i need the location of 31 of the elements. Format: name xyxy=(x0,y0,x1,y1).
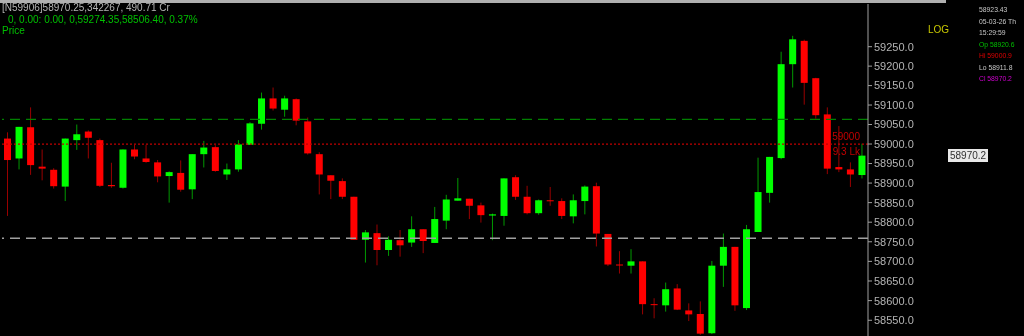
text: 15:29:59 xyxy=(979,27,1007,39)
y-tick-label: 58850.0 xyxy=(874,196,914,209)
annotation: 9.3 Lk xyxy=(832,146,861,158)
y-tick-label: 59250.0 xyxy=(874,40,914,53)
y-tick-label: 58600.0 xyxy=(874,294,914,307)
text: Lo 58911.8 xyxy=(979,61,1014,73)
text: 0, 0.00: 0.00, 0,59274.35,58506.40, 0.37% xyxy=(8,14,198,25)
y-tick-label: 58750.0 xyxy=(874,235,914,248)
y-tick-label: 59100.0 xyxy=(874,98,914,111)
text: 05-03-26 Th xyxy=(979,15,1016,27)
chart-title: [N59906]58970.25,342267, 490.71 Cr xyxy=(2,2,170,13)
y-tick-label: 58900.0 xyxy=(874,176,914,189)
text: Op 58920.6 xyxy=(979,38,1016,50)
y-tick-label: 59200.0 xyxy=(874,60,914,73)
y-tick-label: 58800.0 xyxy=(874,216,914,229)
text: Cl 58970.2 xyxy=(979,73,1013,85)
text: LOG xyxy=(928,24,950,35)
text: 58923.43 xyxy=(979,4,1009,16)
y-tick-label: 58550.0 xyxy=(874,314,914,327)
y-tick-label: 58650.0 xyxy=(874,274,914,287)
y-tick-label: 58700.0 xyxy=(874,255,914,268)
y-tick-label: 59150.0 xyxy=(874,79,914,92)
y-axis-title: Price xyxy=(2,25,25,36)
candlestick xyxy=(223,163,231,181)
text: Hi 59000.9 xyxy=(979,50,1013,62)
y-tick-label: 58950.0 xyxy=(874,157,914,170)
text: 58970.2 xyxy=(948,148,989,162)
y-tick-label: 59050.0 xyxy=(874,118,914,131)
ref-line-label: 59000 xyxy=(832,131,861,143)
y-tick-label: 59000.0 xyxy=(874,137,914,150)
candlestick xyxy=(142,144,150,164)
